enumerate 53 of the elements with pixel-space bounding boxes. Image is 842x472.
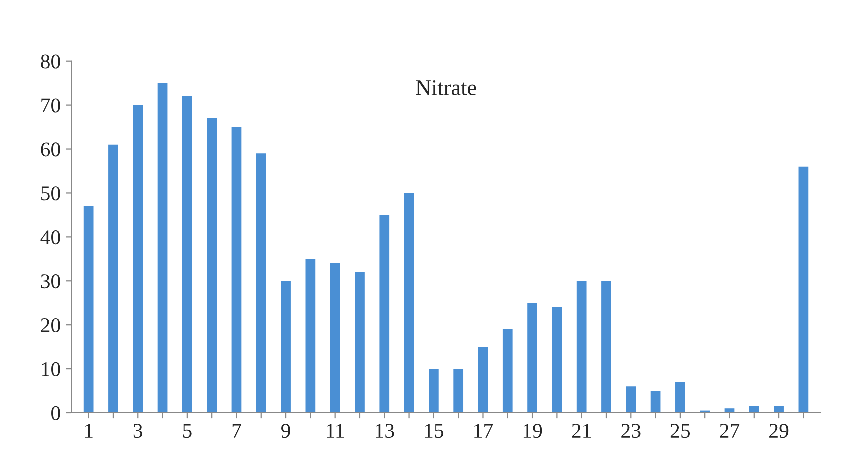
bar — [133, 105, 144, 413]
y-tick-label: 30 — [41, 274, 60, 289]
x-tick-label: 11 — [327, 424, 344, 438]
y-tick-label: 40 — [40, 230, 60, 245]
bar — [626, 386, 636, 413]
bar — [256, 154, 266, 413]
x-tick-label: 19 — [524, 424, 542, 438]
y-tick-label: 50 — [42, 186, 60, 201]
bar — [502, 329, 513, 413]
bar — [355, 272, 365, 413]
bar — [108, 144, 118, 413]
x-tick-label: 23 — [622, 424, 641, 438]
bar — [182, 96, 192, 413]
x-tick-label: 3 — [134, 424, 143, 438]
bar — [380, 215, 390, 413]
x-tick-label: 9 — [281, 424, 290, 438]
y-tick-label: 60 — [41, 142, 60, 157]
bar — [281, 281, 291, 413]
bar — [798, 166, 809, 413]
bar — [602, 281, 612, 413]
x-tick-label: 13 — [376, 424, 394, 438]
y-tick-label: 0 — [52, 406, 60, 420]
bar — [749, 406, 760, 413]
bar — [676, 382, 686, 413]
y-tick-label: 20 — [41, 318, 60, 333]
x-tick-label: 17 — [474, 424, 494, 438]
x-tick-label: 15 — [425, 424, 444, 438]
bar — [84, 206, 94, 413]
x-tick-label: 1 — [85, 424, 93, 438]
bar — [454, 369, 464, 413]
text: Nitrate — [416, 80, 476, 96]
bar — [306, 259, 316, 413]
bar — [232, 127, 242, 413]
bar — [774, 406, 784, 413]
bar — [478, 347, 488, 413]
bar — [650, 391, 661, 413]
y-tick-label: 80 — [41, 54, 60, 69]
bar — [528, 303, 538, 413]
x-tick-label: 29 — [770, 424, 789, 438]
bar — [429, 369, 439, 413]
x-tick-label: 21 — [572, 424, 592, 438]
y-tick-label: 10 — [42, 362, 60, 376]
x-tick-label: 7 — [232, 424, 242, 438]
x-tick-label: 25 — [670, 424, 690, 438]
bar — [330, 264, 340, 413]
x-tick-label: 5 — [183, 424, 192, 438]
x-tick-label: 27 — [720, 424, 740, 438]
bar — [158, 83, 168, 413]
bar — [404, 193, 414, 413]
y-tick-label: 70 — [42, 98, 60, 113]
bar — [552, 308, 562, 413]
bar — [207, 118, 218, 413]
bar — [576, 281, 587, 413]
